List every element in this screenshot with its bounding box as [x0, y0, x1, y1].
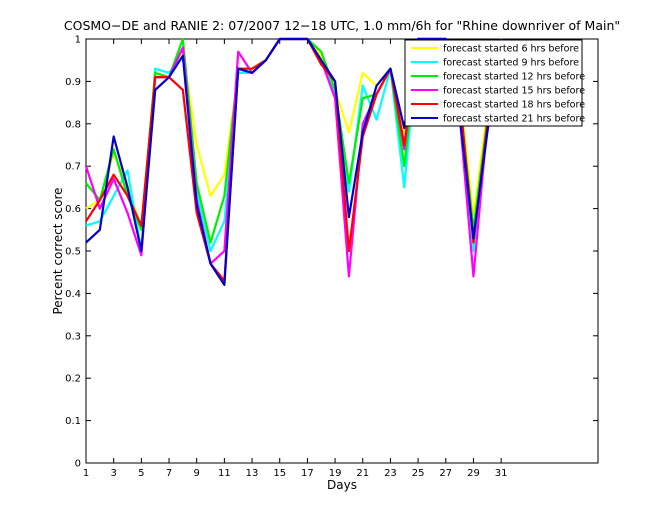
y-tick-label: 0.7 — [65, 162, 81, 173]
x-tick-label: 11 — [218, 468, 231, 479]
x-tick-label: 23 — [384, 468, 397, 479]
chart-title: COSMO−DE and RANIE 2: 07/2007 12−18 UTC,… — [64, 18, 620, 33]
y-tick-label: 0.3 — [65, 331, 81, 342]
x-tick-label: 25 — [412, 468, 425, 479]
x-tick-label: 27 — [439, 468, 452, 479]
y-tick-label: 1 — [75, 35, 81, 46]
x-tick-label: 9 — [194, 468, 200, 479]
y-axis-label: Percent correct score — [51, 187, 65, 314]
x-tick-label: 29 — [467, 468, 480, 479]
series-line-6 — [85, 37, 503, 287]
y-tick-label: 0 — [75, 459, 81, 470]
series-lines — [84, 37, 503, 287]
y-tick-label: 0.9 — [65, 77, 81, 88]
y-tick-label: 0.2 — [65, 374, 81, 385]
x-tick-label: 21 — [356, 468, 369, 479]
x-tick-label: 7 — [166, 468, 172, 479]
y-tick-label: 0.5 — [65, 247, 81, 258]
y-tick-label: 0.8 — [65, 119, 81, 130]
x-tick-label: 17 — [301, 468, 314, 479]
x-axis-label: Days — [327, 478, 357, 492]
x-tick-label: 1 — [83, 468, 89, 479]
legend-entry: forecast started 9 hrs before — [443, 58, 579, 69]
legend-entry: forecast started 21 hrs before — [443, 114, 585, 125]
legend-entry: forecast started 18 hrs before — [443, 100, 585, 111]
y-tick-label: 0.4 — [65, 289, 81, 300]
x-tick-label: 15 — [273, 468, 286, 479]
y-axis-ticks: 0 0.1 0.2 0.3 0.4 0.5 0.6 0.7 0.8 0.9 1 — [65, 35, 598, 470]
x-tick-label: 19 — [329, 468, 342, 479]
x-tick-label: 5 — [138, 468, 144, 479]
legend: forecast started 6 hrs before forecast st… — [404, 39, 585, 127]
y-tick-label: 0.6 — [65, 204, 81, 215]
y-tick-label: 0.1 — [65, 416, 81, 427]
x-tick-label: 31 — [495, 468, 508, 479]
legend-entry: forecast started 12 hrs before — [443, 72, 585, 83]
x-tick-label: 3 — [110, 468, 116, 479]
legend-entry: forecast started 15 hrs before — [443, 86, 585, 97]
legend-box — [404, 39, 583, 127]
x-tick-label: 13 — [246, 468, 259, 479]
legend-entry: forecast started 6 hrs before — [443, 44, 579, 55]
x-axis-ticks: 1 3 5 7 9 11 13 15 17 19 21 23 25 27 29 31 — [83, 39, 508, 479]
